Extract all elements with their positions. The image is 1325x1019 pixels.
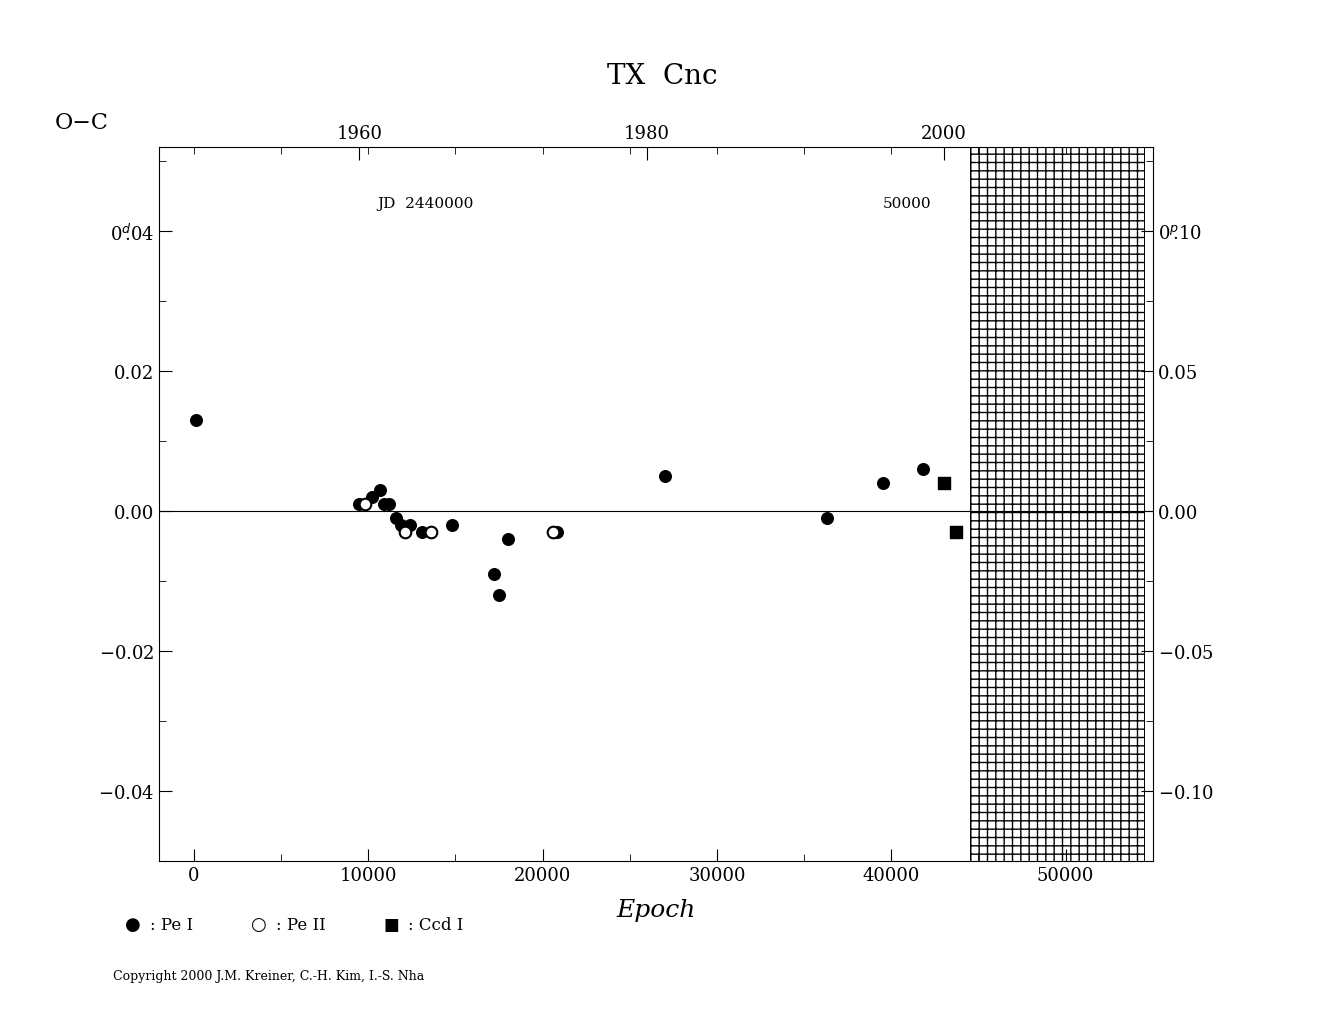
Text: O−C: O−C (54, 111, 109, 133)
Text: ○: ○ (250, 915, 266, 933)
Text: TX  Cnc: TX Cnc (607, 63, 718, 90)
Text: 50000: 50000 (882, 197, 931, 211)
Point (945, 524, 966, 540)
Text: ●: ● (125, 915, 140, 933)
Point (546, 524, 567, 540)
Text: ■: ■ (383, 916, 399, 932)
Point (186, 413, 207, 429)
Point (655, 469, 676, 485)
Point (912, 462, 933, 478)
Text: Copyright 2000 J.M. Kreiner, C.-H. Kim, I.-S. Nha: Copyright 2000 J.M. Kreiner, C.-H. Kim, … (113, 969, 424, 981)
Text: JD  2440000: JD 2440000 (376, 197, 473, 211)
Point (374, 496, 395, 513)
Point (441, 518, 462, 534)
Text: : Pe I: : Pe I (150, 916, 193, 932)
Point (484, 567, 505, 583)
Point (391, 518, 412, 534)
Point (816, 511, 837, 527)
Point (379, 496, 400, 513)
Point (497, 531, 518, 547)
Point (872, 475, 893, 491)
Text: : Pe II: : Pe II (276, 916, 326, 932)
X-axis label: Epoch: Epoch (616, 898, 696, 921)
Point (348, 496, 370, 513)
Point (933, 475, 954, 491)
Point (399, 518, 420, 534)
Text: : Ccd I: : Ccd I (408, 916, 464, 932)
Point (395, 524, 416, 540)
Point (362, 489, 383, 505)
Point (354, 496, 375, 513)
Point (542, 524, 563, 540)
Point (412, 524, 433, 540)
Point (489, 587, 510, 603)
Point (420, 524, 441, 540)
Bar (970, 148, 1143, 861)
Point (370, 482, 391, 498)
Point (386, 511, 407, 527)
